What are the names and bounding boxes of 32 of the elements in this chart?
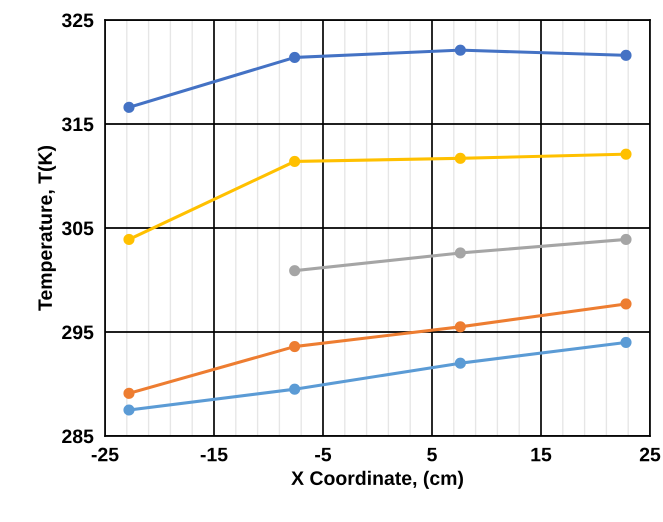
point (620, 148, 632, 160)
y-tick-label: 315 (62, 117, 94, 132)
point (620, 298, 632, 310)
point (620, 336, 632, 348)
point (454, 44, 466, 56)
x-tick-label: -5 (315, 448, 332, 462)
point (454, 321, 466, 332)
x-tick-label: 5 (427, 448, 437, 462)
point (620, 50, 632, 61)
x-tick-label: 15 (531, 448, 552, 462)
point (289, 265, 300, 276)
point (454, 358, 466, 369)
y-tick-label: 295 (62, 325, 94, 340)
x-tick-label: -15 (200, 448, 228, 462)
y-tick-label: 285 (62, 429, 94, 444)
point (123, 404, 135, 416)
x-axis-title: X Coordinate, (cm) (291, 470, 463, 489)
x-tick-label: 25 (640, 448, 660, 462)
point (289, 156, 300, 167)
point (289, 384, 300, 395)
y-tick-label: 325 (62, 13, 94, 28)
point (454, 247, 466, 259)
point (289, 341, 300, 352)
point (620, 234, 632, 245)
y-tick-label: 305 (62, 221, 94, 236)
point (123, 234, 135, 245)
x-tick-label: -25 (92, 448, 119, 462)
y-axis-title: Temperature, T(K) (38, 146, 56, 311)
point (123, 388, 135, 399)
point (454, 152, 466, 164)
point (123, 102, 135, 113)
point (289, 52, 300, 63)
